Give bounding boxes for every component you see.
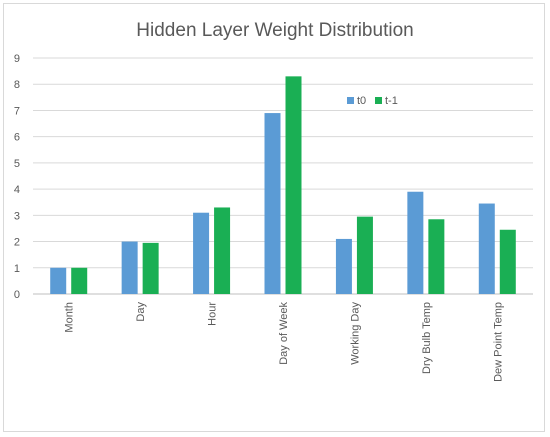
y-tick-label: 1 <box>14 263 20 275</box>
y-tick-label: 2 <box>14 237 20 249</box>
bar-t-1-day <box>142 242 159 294</box>
bar-t0-hour <box>193 212 210 294</box>
legend: t0 t-1 <box>347 95 398 107</box>
y-tick-label: 9 <box>14 53 20 65</box>
bars <box>50 76 516 294</box>
bar-t0-day-of-week <box>264 113 281 294</box>
y-tick-label: 7 <box>14 105 20 117</box>
bar-t0-dry-bulb-temp <box>407 191 424 294</box>
y-tick-label: 0 <box>14 289 20 301</box>
bar-t-1-dry-bulb-temp <box>428 219 445 294</box>
x-tick-label: Day of Week <box>278 302 290 365</box>
y-tick-label: 6 <box>14 132 20 144</box>
bar-t-1-day-of-week <box>285 76 302 294</box>
legend-swatch-t-1 <box>375 97 382 104</box>
x-tick-label: Dew Point Temp <box>492 302 504 382</box>
x-axis-ticks: Month Day Hour Day of Week Working Day Dry Bu… <box>64 302 505 382</box>
x-tick-label: Day <box>135 302 147 322</box>
x-tick-label: Hour <box>207 302 219 326</box>
x-tick-label: Month <box>64 302 76 333</box>
x-tick-label: Dry Bulb Temp <box>421 302 433 374</box>
y-tick-label: 3 <box>14 210 20 222</box>
bar-t0-day <box>121 241 138 294</box>
y-tick-label: 5 <box>14 158 20 170</box>
chart-title: Hidden Layer Weight Distribution <box>136 20 413 41</box>
y-axis-ticks: 0 1 2 3 4 5 6 7 8 9 <box>14 53 20 301</box>
bar-t0-dew-point-temp <box>478 203 495 294</box>
y-tick-label: 8 <box>14 79 20 91</box>
y-tick-label: 4 <box>14 184 20 196</box>
bar-t0-month <box>50 267 67 294</box>
gridlines <box>33 57 533 295</box>
legend-label-t-1: t-1 <box>385 95 398 107</box>
bar-t-1-dew-point-temp <box>499 229 516 294</box>
x-tick-label: Working Day <box>349 302 361 365</box>
bar-t-1-month <box>71 267 88 294</box>
bar-t-1-hour <box>214 207 231 294</box>
bar-t-1-working-day <box>356 216 373 294</box>
legend-swatch-t0 <box>347 97 354 104</box>
bar-t0-working-day <box>335 238 352 294</box>
legend-label-t0: t0 <box>357 95 366 107</box>
